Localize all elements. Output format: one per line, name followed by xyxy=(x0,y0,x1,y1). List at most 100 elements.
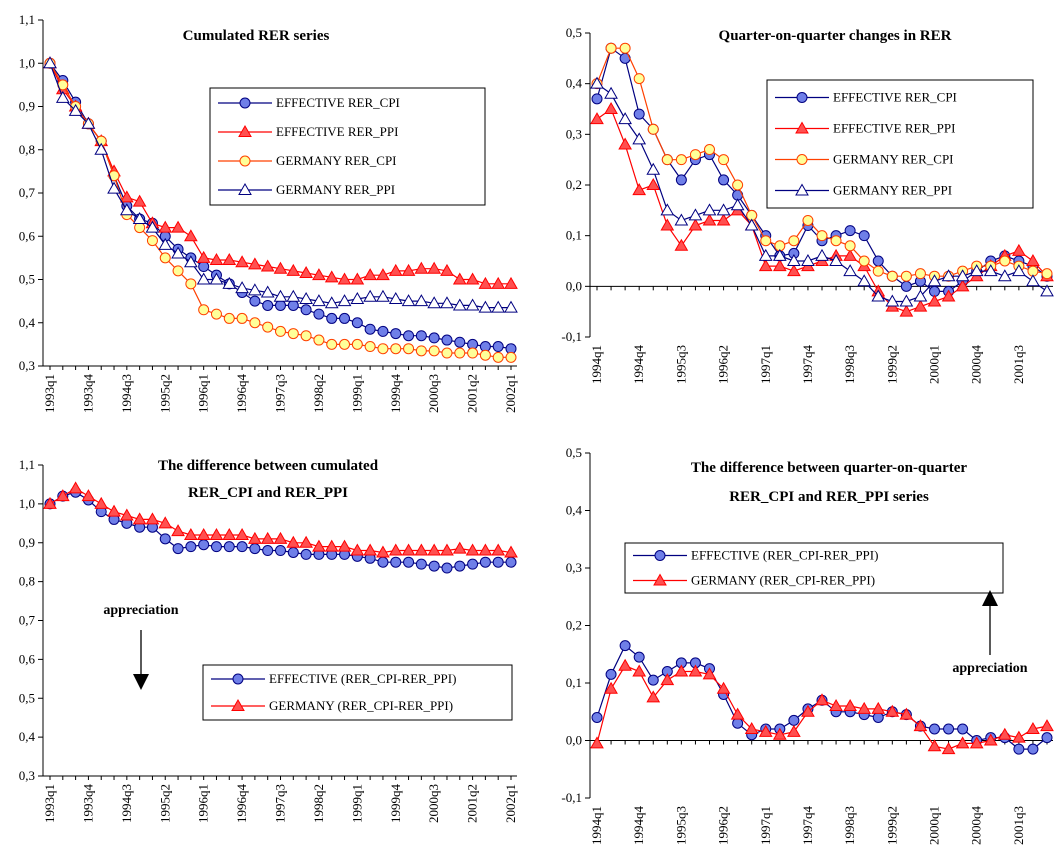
legend-label: EFFECTIVE RER_PPI xyxy=(276,124,398,139)
marker xyxy=(287,546,299,558)
marker xyxy=(604,681,618,694)
marker xyxy=(146,235,158,247)
marker xyxy=(260,285,275,298)
marker xyxy=(313,334,325,346)
marker xyxy=(941,742,956,755)
marker xyxy=(401,543,416,556)
panel: 0,3 0,4 0,5 0,6 0,7 0,8 0,9 1,0 1,1 1993q1 1993q4 1… xyxy=(19,12,518,413)
marker xyxy=(716,213,731,226)
marker xyxy=(760,235,772,247)
annotation: appreciation xyxy=(103,603,178,618)
marker xyxy=(248,283,262,296)
marker xyxy=(132,194,147,207)
marker xyxy=(185,541,197,553)
marker xyxy=(107,504,121,517)
marker xyxy=(941,289,956,302)
marker xyxy=(235,255,249,268)
chart-title: RER_CPI and RER_PPI series xyxy=(729,489,929,505)
marker xyxy=(428,345,440,357)
marker xyxy=(119,190,134,203)
x-tick-label: 1993q4 xyxy=(80,374,95,414)
marker xyxy=(632,132,647,145)
marker xyxy=(198,539,210,551)
marker xyxy=(478,543,493,556)
marker xyxy=(231,698,245,711)
marker xyxy=(927,739,942,752)
marker xyxy=(324,539,339,552)
marker xyxy=(81,489,96,502)
marker xyxy=(801,704,815,717)
marker xyxy=(787,724,801,737)
y-tick-label: 0,7 xyxy=(19,185,36,200)
marker xyxy=(871,289,886,302)
y-tick-label: 0,3 xyxy=(566,560,582,575)
marker xyxy=(132,211,147,224)
marker xyxy=(491,276,506,289)
marker xyxy=(900,270,912,282)
marker xyxy=(492,341,504,353)
marker xyxy=(300,330,312,342)
marker xyxy=(414,543,429,556)
marker xyxy=(796,154,808,165)
marker xyxy=(688,664,703,677)
marker xyxy=(388,543,403,556)
marker xyxy=(376,289,390,302)
marker xyxy=(504,300,518,313)
marker xyxy=(401,263,416,276)
marker xyxy=(223,541,235,553)
marker xyxy=(927,294,942,307)
marker xyxy=(646,162,661,175)
marker xyxy=(943,723,955,735)
marker xyxy=(236,312,248,324)
marker xyxy=(732,179,744,191)
marker xyxy=(815,693,829,706)
marker xyxy=(339,338,351,350)
marker xyxy=(403,330,415,342)
marker xyxy=(108,170,120,182)
marker xyxy=(275,325,286,337)
marker xyxy=(491,543,506,556)
marker xyxy=(350,543,365,556)
x-tick-label: 2001q2 xyxy=(465,784,480,823)
marker xyxy=(718,174,730,186)
x-tick-label: 1999q2 xyxy=(884,806,899,845)
marker xyxy=(844,240,856,252)
marker xyxy=(441,347,453,359)
marker xyxy=(223,312,235,324)
marker xyxy=(758,724,773,737)
marker xyxy=(300,304,312,316)
x-tick-label: 1995q3 xyxy=(673,806,688,845)
marker xyxy=(134,222,146,234)
marker xyxy=(401,294,416,307)
x-tick-label: 1998q2 xyxy=(311,784,326,823)
marker xyxy=(675,174,687,186)
marker xyxy=(452,541,467,554)
legend-box xyxy=(766,79,1034,209)
marker xyxy=(145,512,160,525)
marker xyxy=(452,272,467,285)
marker xyxy=(478,300,493,313)
y-tick-label: 0,0 xyxy=(566,278,582,293)
marker xyxy=(491,300,506,313)
x-tick-label: 2000q1 xyxy=(927,345,942,384)
x-tick-label: 1998q3 xyxy=(842,345,857,384)
marker xyxy=(467,558,479,570)
marker xyxy=(159,252,171,264)
marker xyxy=(704,144,715,156)
marker xyxy=(239,97,251,109)
marker xyxy=(350,291,365,304)
marker xyxy=(858,230,870,242)
marker xyxy=(1012,264,1026,277)
x-tick-label: 2001q3 xyxy=(1011,345,1026,384)
marker xyxy=(390,343,402,355)
legend-label: EFFECTIVE RER_CPI xyxy=(276,95,400,110)
panel: 0,3 0,4 0,5 0,6 0,7 0,8 0,9 1,0 1,1 1993q1 1993q4 1… xyxy=(19,457,518,823)
x-tick-label: 1999q2 xyxy=(884,345,899,384)
marker xyxy=(415,330,427,342)
marker xyxy=(1026,274,1040,287)
y-tick-label: 0,8 xyxy=(19,142,35,157)
marker xyxy=(969,264,984,277)
marker xyxy=(351,317,363,329)
marker xyxy=(1026,253,1040,266)
